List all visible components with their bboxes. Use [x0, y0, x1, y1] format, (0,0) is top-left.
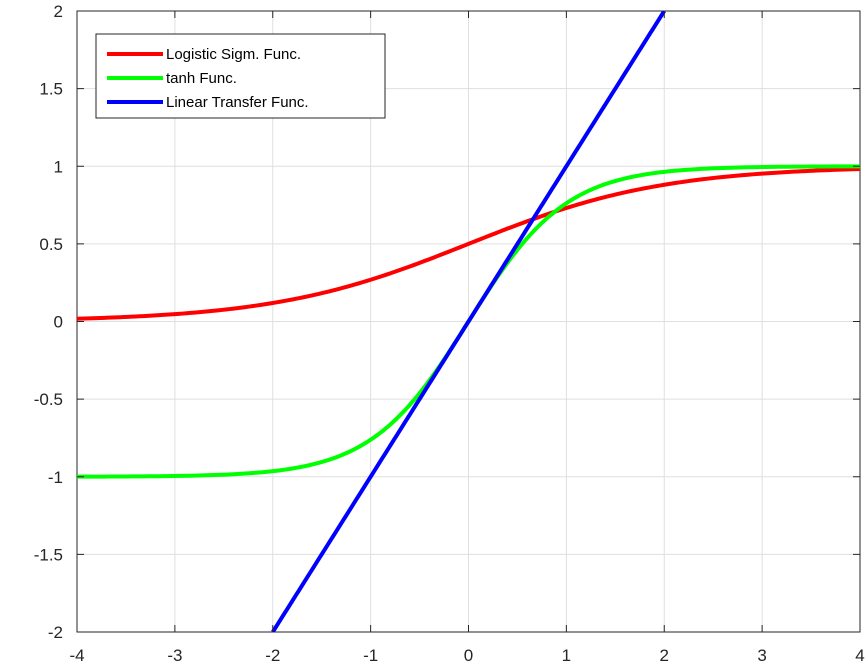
y-tick-label: 2 — [54, 2, 63, 21]
legend-label: tanh Func. — [166, 70, 237, 87]
y-tick-label: 1.5 — [39, 80, 63, 99]
y-tick-label: 0 — [54, 313, 63, 332]
x-tick-label: 2 — [660, 646, 669, 665]
y-tick-label: 1 — [54, 157, 63, 176]
x-tick-label: -1 — [363, 646, 378, 665]
legend-label: Logistic Sigm. Func. — [166, 46, 301, 63]
x-tick-label: 0 — [464, 646, 473, 665]
x-tick-label: -3 — [167, 646, 182, 665]
x-tick-label: -2 — [265, 646, 280, 665]
y-tick-label: -0.5 — [34, 390, 63, 409]
tick-labels: -4 -3 -2 -1 0 1 2 3 4 2 1.5 1 0.5 0 -0.5 -1 -1.5 -2 — [34, 2, 865, 665]
y-tick-label: -1.5 — [34, 545, 63, 564]
y-tick-label: -1 — [48, 468, 63, 487]
x-tick-label: 4 — [855, 646, 864, 665]
x-tick-label: 3 — [757, 646, 766, 665]
x-tick-label: -4 — [69, 646, 84, 665]
series-layer — [77, 11, 860, 632]
legend-label: Linear Transfer Func. — [166, 94, 309, 111]
y-tick-label: 0.5 — [39, 235, 63, 254]
series-line-linear — [271, 11, 666, 632]
series-line-logistic — [77, 167, 860, 321]
y-tick-label: -2 — [48, 623, 63, 642]
x-tick-label: 1 — [562, 646, 571, 665]
legend: Logistic Sigm. Func. tanh Func. Linear Tra… — [95, 33, 386, 119]
